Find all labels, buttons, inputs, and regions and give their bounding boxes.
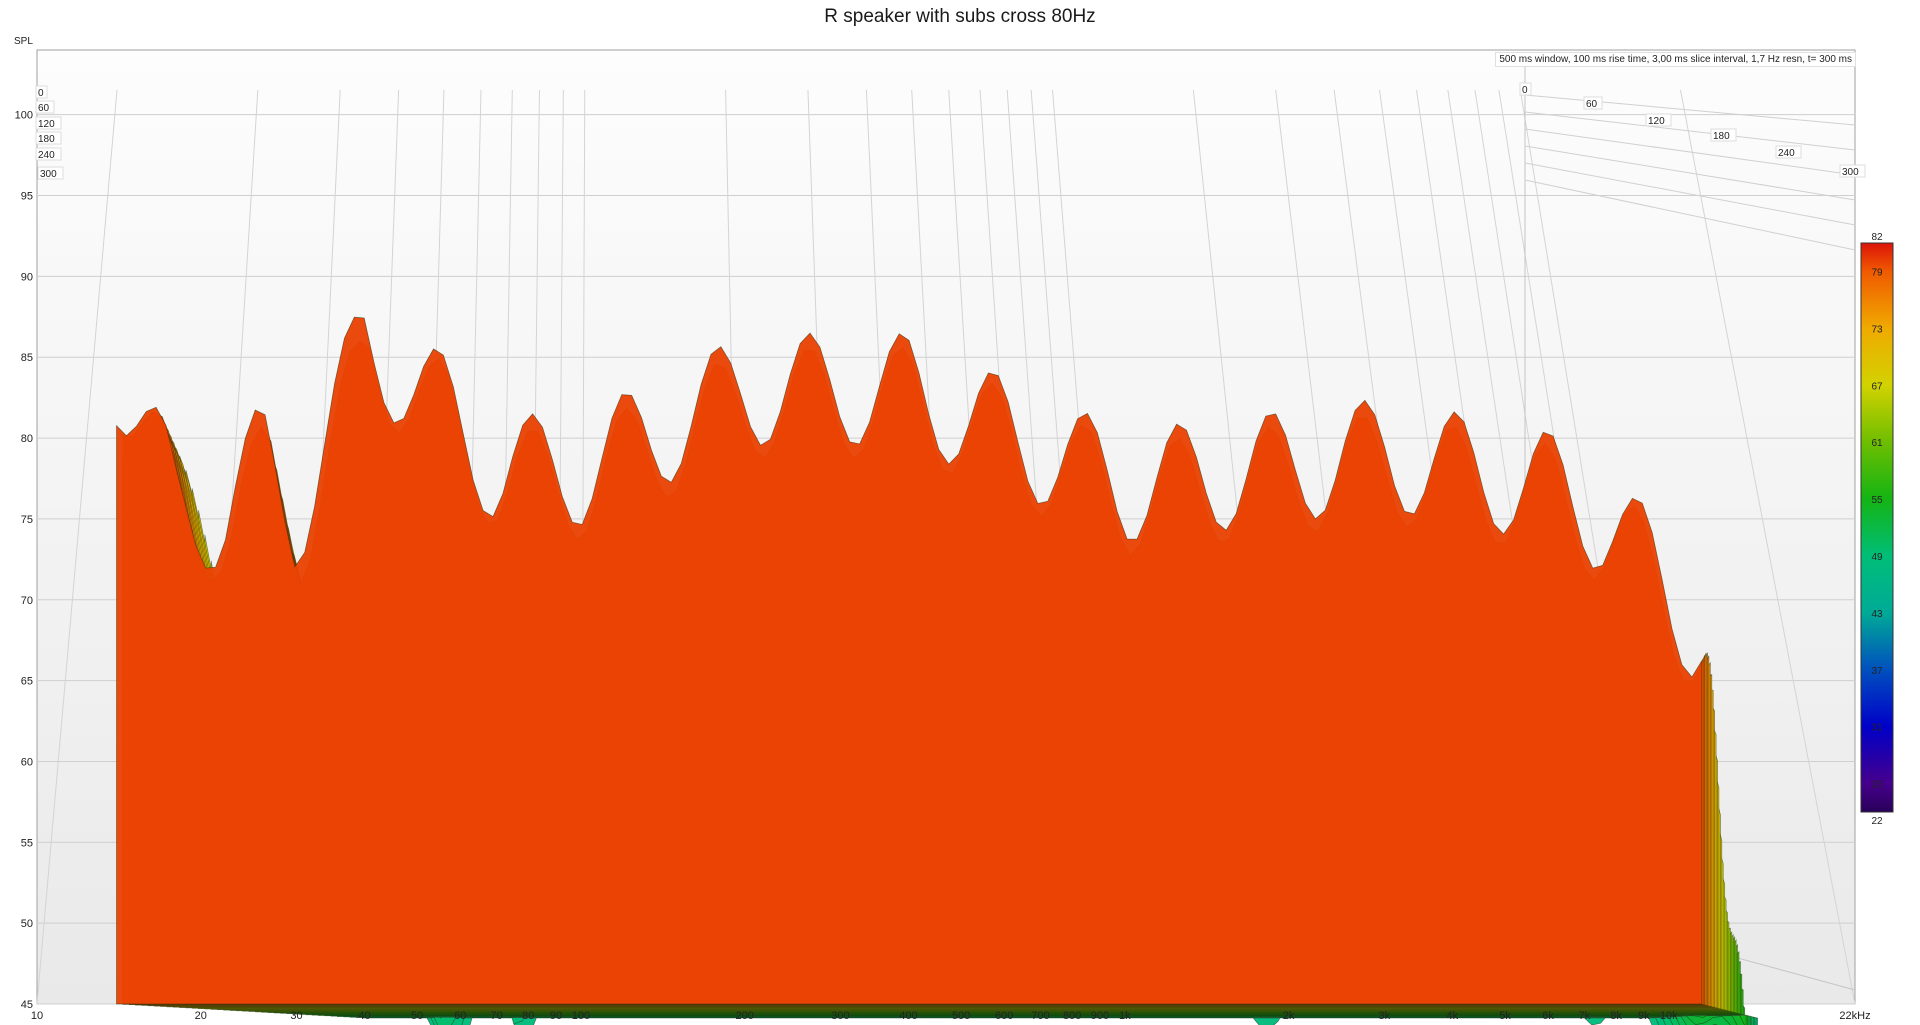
time-tick-box-left: [35, 116, 62, 130]
x-tick-label: 22kHz: [1839, 1010, 1870, 1022]
y-axis-label: SPL: [14, 36, 33, 47]
x-tick-label: 10k: [1660, 1010, 1678, 1022]
time-tick-box-left: [37, 166, 64, 180]
y-tick-label: 65: [21, 676, 33, 688]
y-tick-label: 50: [21, 918, 33, 930]
x-tick-label: 700: [1031, 1010, 1049, 1022]
x-tick-label: 2k: [1283, 1010, 1295, 1022]
y-tick-label: 55: [21, 837, 33, 849]
x-tick-label: 100: [572, 1010, 590, 1022]
time-tick-label: 300: [1842, 167, 1859, 178]
x-tick-label: 20: [195, 1010, 207, 1022]
x-tick-label: 80: [522, 1010, 534, 1022]
time-tick-label-left: 180: [38, 134, 55, 145]
time-line: [1524, 179, 1856, 251]
x-tick-label: 7k: [1579, 1010, 1591, 1022]
x-tick-label: 50: [411, 1010, 423, 1022]
colorbar-tick-label: 37: [1871, 666, 1883, 677]
y-tick-label: 75: [21, 514, 33, 526]
x-tick-label: 300: [831, 1010, 849, 1022]
grid-line-freq: [1679, 89, 1856, 1005]
x-tick-label: 60: [454, 1010, 466, 1022]
x-tick-label: 1k: [1119, 1010, 1131, 1022]
x-tick-label: 500: [952, 1010, 970, 1022]
time-line: [1524, 128, 1856, 176]
colorbar: 82 79 73 67 61 55 49 43 37 31 25 22: [1860, 232, 1894, 827]
time-line: [1524, 111, 1856, 151]
colorbar-tick-label: 73: [1871, 324, 1883, 335]
x-tick-label: 90: [550, 1010, 562, 1022]
x-tick-label: 10: [31, 1010, 43, 1022]
time-tick-box: [1583, 96, 1603, 110]
colorbar-tick-label: 25: [1871, 780, 1883, 791]
time-tick-box: [1775, 145, 1802, 159]
y-tick-label: 85: [21, 352, 33, 364]
x-tick-label: 800: [1063, 1010, 1081, 1022]
time-tick-label-left: 240: [38, 150, 55, 161]
time-tick-box-left: [35, 100, 55, 114]
measurement-info: 500 ms window, 100 ms rise time, 3,00 ms…: [1495, 52, 1856, 67]
colorbar-tick-label: 43: [1871, 609, 1883, 620]
x-tick-label: 30: [290, 1010, 302, 1022]
colorbar-gradient: [1860, 242, 1894, 813]
time-tick-box: [1710, 128, 1737, 142]
x-tick-label: 5k: [1499, 1010, 1511, 1022]
time-tick-box-left: [35, 85, 48, 99]
colorbar-tick-label: 55: [1871, 495, 1883, 506]
time-tick-label-left: 0: [38, 88, 44, 99]
time-tick-box-left: [35, 147, 62, 161]
y-tick-label: 80: [21, 433, 33, 445]
y-tick-label: 70: [21, 595, 33, 607]
time-tick-box: [1839, 164, 1866, 178]
time-tick-label: 240: [1778, 148, 1795, 159]
colorbar-tick-label: 82: [1871, 232, 1883, 243]
time-line: [1524, 145, 1856, 201]
colorbar-tick-label: 67: [1871, 381, 1883, 392]
colorbar-tick-label: 22: [1871, 816, 1883, 827]
x-tick-label: 900: [1091, 1010, 1109, 1022]
time-tick-box-left: [35, 131, 62, 145]
time-tick-label-left: 60: [38, 103, 50, 114]
y-tick-label: 95: [21, 191, 33, 203]
waterfall-slice: [116, 316, 1703, 1005]
x-tick-label: 600: [995, 1010, 1013, 1022]
time-tick-label: 60: [1586, 99, 1598, 110]
x-tick-label: 4k: [1446, 1010, 1458, 1022]
time-tick-box: [1519, 82, 1532, 96]
time-tick-label-left: 120: [38, 119, 55, 130]
x-tick-label: 6k: [1542, 1010, 1554, 1022]
x-tick-label: 40: [358, 1010, 370, 1022]
colorbar-tick-label: 61: [1871, 438, 1883, 449]
axes: 45 50 55 60 65 70 75 80 85 90 95 100 SPL 10 20 30 40 50 60…: [14, 36, 1871, 1022]
y-tick-label: 60: [21, 756, 33, 768]
waterfall-surface: [116, 316, 1758, 1025]
x-tick-label: 400: [899, 1010, 917, 1022]
y-tick-label: 90: [21, 271, 33, 283]
colorbar-tick-label: 49: [1871, 552, 1883, 563]
chart-title: R speaker with subs cross 80Hz: [824, 6, 1096, 27]
x-tick-label: 200: [735, 1010, 753, 1022]
x-tick-label: 70: [491, 1010, 503, 1022]
time-tick-label: 180: [1713, 131, 1730, 142]
colorbar-tick-label: 31: [1871, 723, 1883, 734]
time-tick-label-left: 300: [40, 169, 57, 180]
x-tick-label: 3k: [1379, 1010, 1391, 1022]
colorbar-tick-label: 79: [1871, 267, 1883, 278]
y-tick-label: 100: [15, 110, 33, 122]
time-line: [1524, 94, 1856, 126]
time-tick-label: 120: [1648, 116, 1665, 127]
time-tick-box: [1645, 113, 1672, 127]
time-tick-label: 0: [1522, 85, 1528, 96]
x-tick-label: 9k: [1638, 1010, 1650, 1022]
y-tick-label: 45: [21, 999, 33, 1011]
x-tick-label: 8k: [1610, 1010, 1622, 1022]
time-line: [1524, 162, 1856, 226]
grid-line-freq: [36, 89, 118, 1005]
